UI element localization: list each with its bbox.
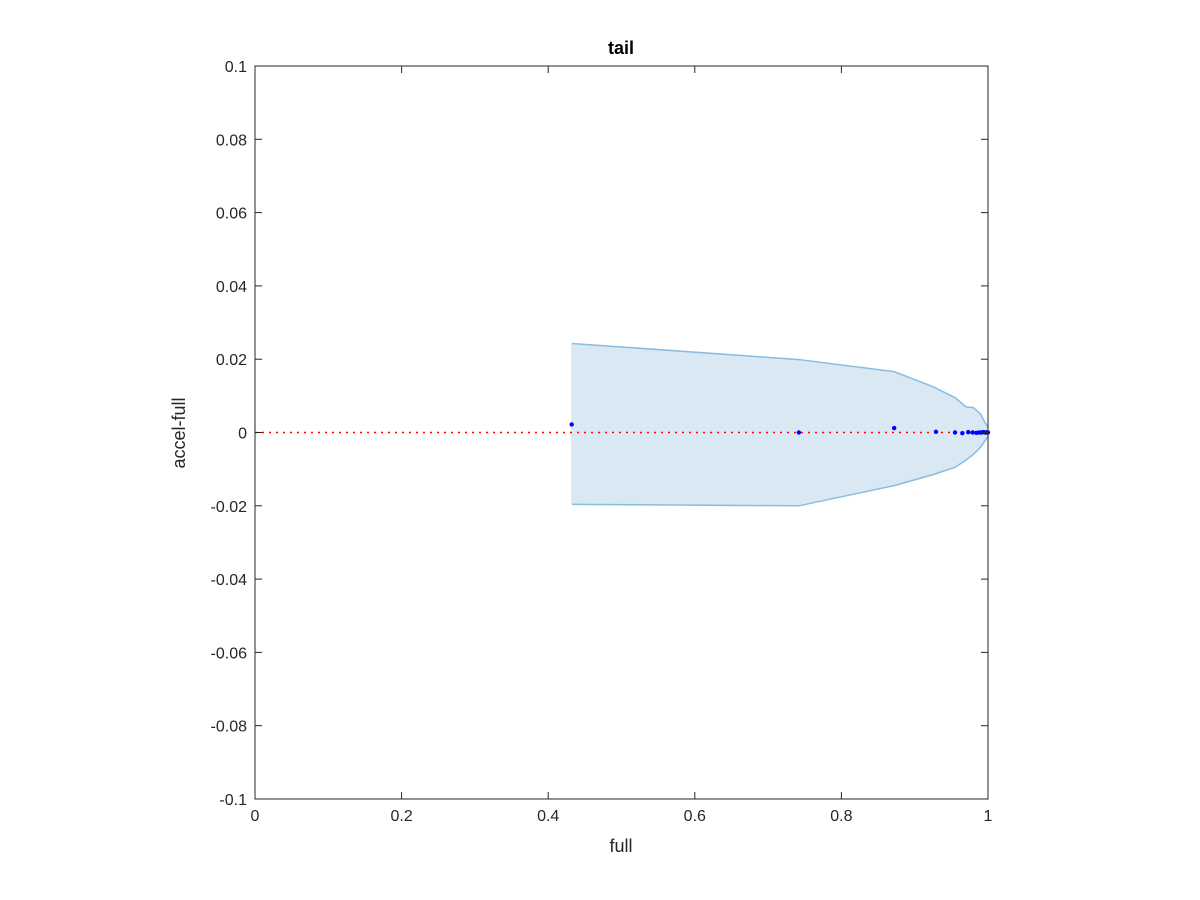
y-tick-label: 0.1 bbox=[225, 59, 247, 76]
data-point bbox=[569, 422, 574, 427]
x-tick-label: 0.6 bbox=[684, 808, 706, 825]
y-tick-label: 0 bbox=[238, 426, 247, 443]
confidence-band-layer bbox=[571, 342, 989, 507]
data-point bbox=[796, 430, 802, 435]
x-tick-label: 1 bbox=[984, 808, 993, 825]
x-axis-label: full bbox=[609, 836, 632, 856]
y-axis: -0.1 -0.08 -0.06 -0.04 -0.02 0 0.02 0.04 0.06 0.0… bbox=[211, 59, 988, 809]
y-tick-label: 0.06 bbox=[216, 206, 247, 223]
data-point bbox=[891, 425, 897, 431]
confidence-band-lower-edge bbox=[571, 435, 989, 507]
y-axis-label: accel-full bbox=[169, 397, 189, 468]
y-tick-label: 0.04 bbox=[216, 279, 247, 296]
y-tick-label: -0.08 bbox=[211, 719, 248, 736]
y-tick-label: 0.08 bbox=[216, 132, 247, 149]
y-tick-label: 0.02 bbox=[216, 352, 247, 369]
x-tick-label: 0.2 bbox=[390, 808, 412, 825]
data-point bbox=[966, 429, 971, 435]
data-point bbox=[952, 430, 958, 435]
data-point bbox=[960, 431, 965, 436]
confidence-band-upper-edge bbox=[571, 342, 989, 428]
y-tick-label: -0.06 bbox=[211, 645, 248, 662]
x-tick-label: 0.4 bbox=[537, 808, 559, 825]
data-point bbox=[970, 430, 975, 435]
x-tick-label: 0 bbox=[251, 808, 260, 825]
data-point bbox=[933, 429, 939, 434]
x-axis: 0 0.2 0.4 0.6 0.8 1 bbox=[251, 66, 993, 825]
data-points-layer bbox=[569, 422, 991, 436]
y-tick-label: -0.04 bbox=[211, 572, 248, 589]
y-tick-label: -0.1 bbox=[219, 792, 247, 809]
x-tick-label: 0.8 bbox=[830, 808, 852, 825]
y-tick-label: -0.02 bbox=[211, 499, 248, 516]
confidence-band-fill bbox=[571, 343, 988, 506]
chart-title: tail bbox=[608, 38, 634, 58]
